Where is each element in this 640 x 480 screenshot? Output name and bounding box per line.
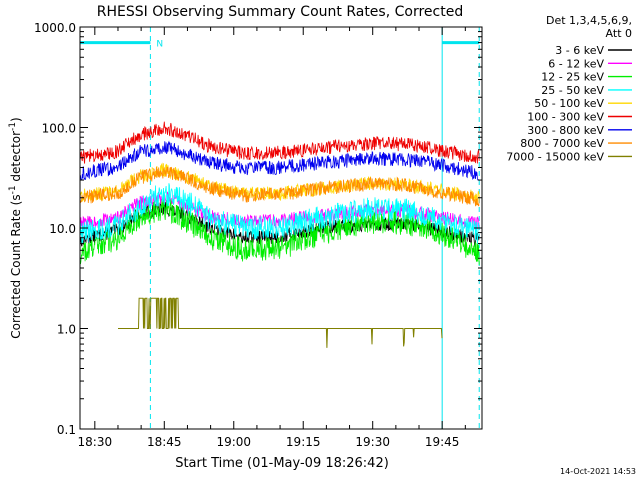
series-6 — [79, 140, 480, 181]
legend-label-5: 100 - 300 keV — [527, 111, 604, 124]
y-tick-label-1: 100.0 — [42, 122, 76, 136]
legend-label-2: 12 - 25 keV — [541, 71, 604, 84]
y-tick-label-3: 1.0 — [57, 323, 76, 337]
series-5 — [79, 121, 480, 164]
series-trace-4 — [79, 162, 480, 204]
y-axis: 1000.0 100.0 10.0 1.0 0.1 — [34, 21, 482, 437]
series-trace-6 — [79, 140, 480, 181]
y-axis-label: Corrected Count Rate (s-1 detector-1) — [8, 117, 23, 338]
y-tick-label-4: 0.1 — [57, 423, 76, 437]
night-marker-label: N — [156, 40, 163, 50]
series-3 — [79, 183, 480, 244]
x-tick-label-5: 19:45 — [425, 435, 460, 449]
chart-title: RHESSI Observing Summary Count Rates, Co… — [97, 4, 463, 20]
x-axis-label: Start Time (01-May-09 18:26:42) — [175, 456, 389, 471]
series-7 — [79, 166, 480, 207]
x-tick-label-4: 19:30 — [355, 435, 390, 449]
x-tick-label-3: 19:15 — [286, 435, 321, 449]
legend-label-4: 50 - 100 keV — [534, 97, 604, 110]
x-tick-label-2: 19:00 — [216, 435, 251, 449]
legend-header-line-1: Det 1,3,4,5,6,9, — [546, 14, 632, 27]
x-tick-label-0: 18:30 — [78, 435, 113, 449]
legend-label-1: 6 - 12 keV — [548, 57, 604, 70]
plot-area: N — [79, 27, 480, 429]
legend-label-0: 3 - 6 keV — [555, 44, 604, 57]
series-trace-5 — [79, 121, 480, 164]
y-tick-label-0: 1000.0 — [34, 21, 76, 35]
legend-label-6: 300 - 800 keV — [527, 124, 604, 137]
series-trace-8 — [118, 297, 443, 348]
x-tick-label-1: 18:45 — [147, 435, 182, 449]
series-trace-7 — [79, 166, 480, 207]
legend-header-line-2: Att 0 — [606, 27, 632, 40]
footer-timestamp: 14-Oct-2021 14:53 — [560, 467, 636, 476]
series-8 — [118, 297, 443, 348]
x-axis: 18:30 18:45 19:00 19:15 19:30 19:45 — [78, 27, 466, 449]
y-tick-label-2: 10.0 — [49, 222, 76, 236]
series-4 — [79, 162, 480, 204]
legend-label-7: 800 - 7000 keV — [520, 137, 604, 150]
series-trace-3 — [79, 183, 480, 244]
legend-label-8: 7000 - 15000 keV — [506, 150, 604, 163]
legend-label-3: 25 - 50 keV — [541, 84, 604, 97]
